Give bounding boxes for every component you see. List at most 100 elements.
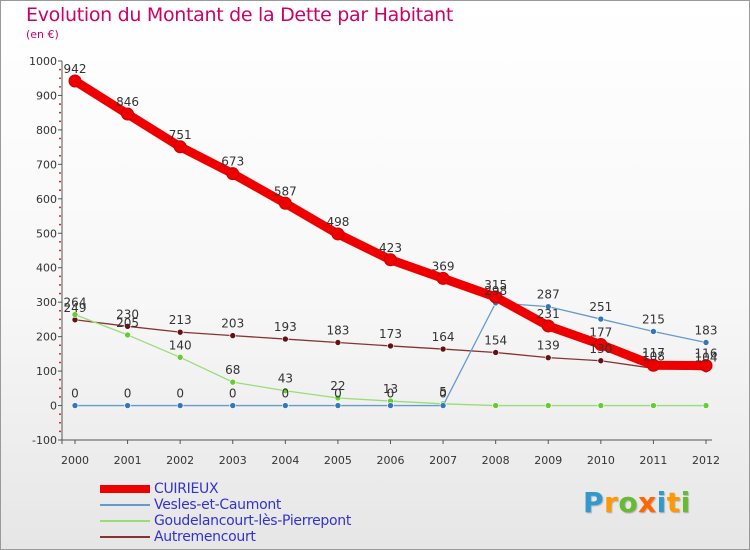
logo-letter: r [604,486,619,519]
y-tick-label: 700 [36,158,57,171]
legend-swatch-goudelancourt [100,520,150,522]
y-minor-dot [59,387,61,390]
y-tick-label: 600 [36,193,57,206]
data-label-0: 846 [116,95,139,109]
legend-label-vesles: Vesles-et-Caumont [154,497,282,513]
logo-letter: P [583,486,605,519]
series-point-1 [387,402,394,409]
data-label-1: 0 [71,387,79,401]
legend-item-vesles: Vesles-et-Caumont [100,497,282,513]
y-minor-dot [59,180,61,183]
data-label-1: 251 [589,300,612,314]
x-tick-label: 2002 [166,454,194,467]
y-minor-dot [59,223,61,226]
series-point-0 [331,227,345,241]
series-point-3 [439,345,447,353]
y-minor-dot [59,284,61,286]
series-point-2 [124,331,131,339]
data-label-1: 183 [695,323,718,337]
y-tick-label: 0 [50,400,57,413]
legend-label-autremencourt: Autremencourt [154,529,256,545]
series-point-3 [544,354,552,361]
legend-item-autremencourt: Autremencourt [100,529,256,545]
chart-title: Evolution du Montant de la Dette par Hab… [26,4,454,26]
y-minor-dot [59,396,61,398]
series-point-3 [492,349,499,356]
series-point-3 [597,357,605,365]
y-minor-dot [59,189,61,192]
y-minor-dot [59,413,61,416]
x-tick-label: 2001 [114,454,142,467]
data-label-2: 5 [439,385,447,399]
chart-subtitle: (en €) [26,28,59,41]
data-label-2: 140 [169,338,192,352]
series-point-0 [173,140,187,154]
series-point-1 [544,303,552,310]
data-label-3: 203 [221,317,244,331]
data-label-3: 249 [64,301,87,315]
y-minor-dot [59,154,61,157]
x-tick-label: 2007 [429,454,457,467]
data-label-0: 315 [484,278,507,292]
data-label-2: 13 [383,382,398,396]
series-point-2 [334,394,342,402]
series-point-1 [334,402,342,409]
series-point-3 [334,339,342,346]
data-label-3: 164 [432,330,455,344]
legend-item-goudelancourt: Goudelancourt-lès-Pierrepont [100,513,351,529]
x-tick-label: 2000 [61,454,89,467]
series-point-0 [384,253,397,267]
logo-letter: x [638,486,657,519]
y-minor-dot [59,292,61,295]
series-point-1 [702,339,710,346]
x-tick-label: 2005 [324,454,352,467]
x-tick-label: 2008 [482,454,510,467]
y-minor-dot [59,172,61,174]
series-point-3 [124,322,131,330]
legend-label-cuirieux: CUIRIEUX [154,481,219,497]
data-label-1: 0 [439,387,447,401]
series-point-3 [387,342,394,350]
series-point-1 [282,402,289,409]
series-point-2 [544,402,552,409]
y-minor-dot [59,421,61,424]
y-minor-dot [59,68,61,71]
series-point-3 [229,332,237,339]
logo-letter: t [666,486,681,519]
series-point-2 [597,402,605,409]
series-point-0 [121,107,135,121]
y-tick-label: 300 [36,296,57,309]
series-point-2 [702,402,710,409]
logo-letter: i [680,486,691,519]
data-label-1: 0 [124,387,132,401]
series-point-2 [71,311,79,318]
legend-swatch-vesles [100,504,150,506]
y-minor-dot [59,361,61,364]
legend-item-cuirieux: CUIRIEUX [100,481,219,497]
y-tick-label: 800 [36,124,57,137]
data-label-3: 173 [379,327,402,341]
y-minor-dot [59,120,61,123]
series-point-3 [282,335,289,343]
data-label-0: 751 [169,128,192,142]
data-label-3: 230 [116,307,139,321]
data-label-1: 298 [484,284,507,298]
series-point-2 [229,378,237,386]
series-point-2 [492,402,499,409]
data-label-0: 177 [589,326,612,340]
data-label-0: 673 [221,155,244,169]
y-tick-label: 100 [36,365,57,378]
data-label-1: 0 [176,387,184,401]
series-point-2 [176,354,184,361]
data-label-1: 0 [282,387,290,401]
y-minor-dot [59,240,61,243]
data-label-1: 287 [537,288,560,302]
data-label-3: 130 [589,342,612,356]
y-minor-dot [59,111,61,114]
proxiti-logo: Proxiti [583,486,691,519]
data-label-0: 942 [64,62,87,76]
data-label-0: 369 [432,259,455,273]
y-minor-dot [59,77,61,80]
